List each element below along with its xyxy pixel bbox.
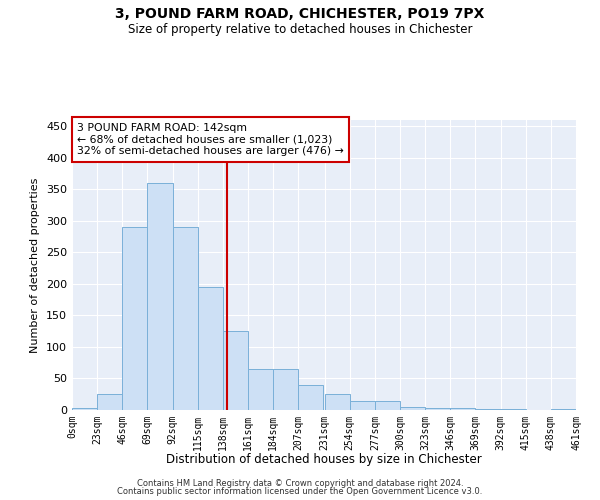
Text: 3, POUND FARM ROAD, CHICHESTER, PO19 7PX: 3, POUND FARM ROAD, CHICHESTER, PO19 7PX: [115, 8, 485, 22]
Y-axis label: Number of detached properties: Number of detached properties: [31, 178, 40, 352]
Bar: [375, 400, 400, 410]
Bar: [97, 394, 122, 410]
Bar: [72, 408, 97, 410]
Bar: [122, 227, 148, 410]
Text: Contains HM Land Registry data © Crown copyright and database right 2024.: Contains HM Land Registry data © Crown c…: [137, 478, 463, 488]
Text: Distribution of detached houses by size in Chichester: Distribution of detached houses by size …: [166, 452, 482, 466]
Bar: [248, 369, 273, 410]
Bar: [298, 385, 323, 410]
Text: Size of property relative to detached houses in Chichester: Size of property relative to detached ho…: [128, 22, 472, 36]
Text: Contains public sector information licensed under the Open Government Licence v3: Contains public sector information licen…: [118, 487, 482, 496]
Bar: [475, 408, 500, 410]
Bar: [173, 227, 198, 410]
Bar: [223, 331, 248, 410]
Bar: [551, 408, 576, 410]
Text: 3 POUND FARM ROAD: 142sqm
← 68% of detached houses are smaller (1,023)
32% of se: 3 POUND FARM ROAD: 142sqm ← 68% of detac…: [77, 123, 344, 156]
Bar: [350, 400, 375, 410]
Bar: [400, 407, 425, 410]
Bar: [148, 183, 173, 410]
Bar: [325, 394, 350, 410]
Bar: [425, 408, 450, 410]
Bar: [450, 408, 475, 410]
Bar: [273, 369, 298, 410]
Bar: [198, 287, 223, 410]
